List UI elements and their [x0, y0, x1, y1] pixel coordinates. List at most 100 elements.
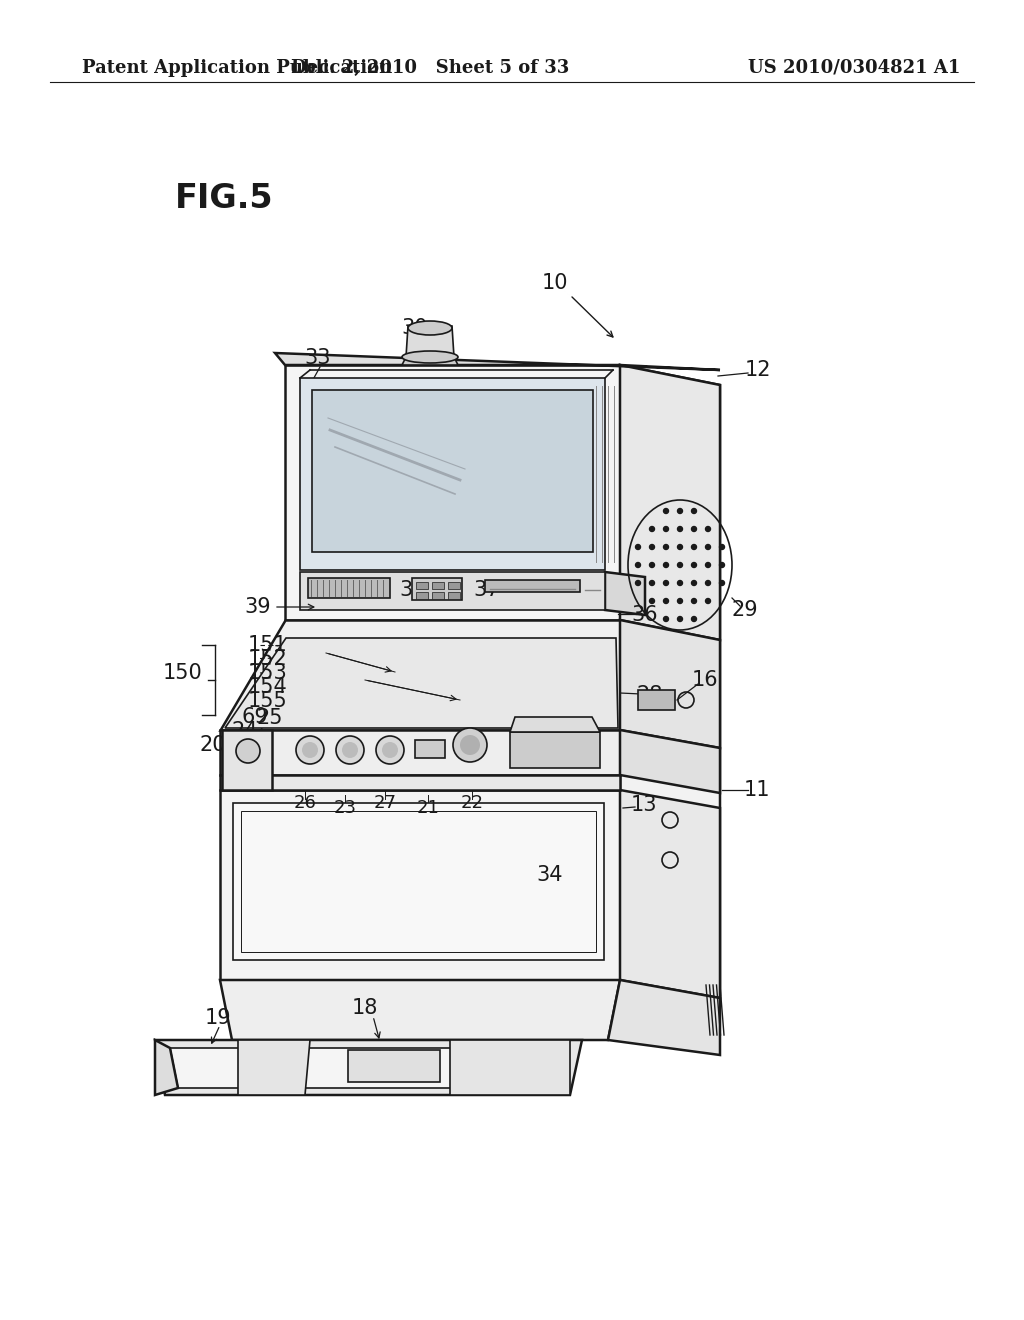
Circle shape — [706, 598, 711, 603]
Circle shape — [664, 581, 669, 586]
Polygon shape — [620, 620, 720, 748]
Ellipse shape — [408, 321, 452, 335]
Polygon shape — [485, 579, 580, 591]
Text: 36: 36 — [632, 605, 658, 624]
Circle shape — [636, 562, 640, 568]
Text: 26: 26 — [294, 795, 316, 812]
Text: 22: 22 — [461, 795, 483, 812]
Circle shape — [460, 735, 480, 755]
Text: 20: 20 — [200, 735, 226, 755]
Text: 19: 19 — [205, 1008, 231, 1028]
Circle shape — [720, 581, 725, 586]
Polygon shape — [155, 1040, 178, 1096]
Polygon shape — [638, 690, 675, 710]
Polygon shape — [220, 979, 620, 1040]
Polygon shape — [432, 591, 444, 599]
Circle shape — [678, 508, 683, 513]
Circle shape — [706, 527, 711, 532]
Text: 18: 18 — [352, 998, 378, 1018]
Ellipse shape — [402, 351, 458, 363]
Polygon shape — [416, 591, 428, 599]
Text: 11: 11 — [743, 780, 770, 800]
Polygon shape — [449, 582, 460, 589]
Circle shape — [296, 737, 324, 764]
Text: 25: 25 — [257, 708, 284, 729]
Text: 69: 69 — [242, 708, 268, 727]
Circle shape — [649, 581, 654, 586]
Text: 153: 153 — [248, 663, 288, 682]
Polygon shape — [222, 730, 272, 789]
Polygon shape — [608, 979, 720, 1055]
Text: US 2010/0304821 A1: US 2010/0304821 A1 — [748, 59, 961, 77]
Polygon shape — [406, 326, 454, 356]
Text: 155: 155 — [248, 690, 288, 711]
Polygon shape — [605, 572, 645, 615]
Polygon shape — [220, 730, 620, 775]
Circle shape — [649, 527, 654, 532]
Text: 16: 16 — [691, 671, 718, 690]
Polygon shape — [312, 389, 593, 552]
Polygon shape — [450, 1040, 570, 1096]
Circle shape — [678, 544, 683, 549]
Polygon shape — [620, 730, 720, 793]
Circle shape — [706, 562, 711, 568]
Circle shape — [720, 562, 725, 568]
Text: 35: 35 — [336, 579, 362, 601]
Circle shape — [649, 598, 654, 603]
Circle shape — [678, 527, 683, 532]
Polygon shape — [220, 789, 620, 979]
Text: 21: 21 — [417, 799, 439, 817]
Polygon shape — [510, 733, 600, 768]
Text: 150: 150 — [163, 663, 203, 682]
Circle shape — [453, 729, 487, 762]
Circle shape — [664, 544, 669, 549]
Text: 38: 38 — [399, 579, 426, 601]
Text: Patent Application Publication: Patent Application Publication — [82, 59, 392, 77]
Text: FIG.5: FIG.5 — [175, 181, 273, 214]
Circle shape — [678, 616, 683, 622]
Circle shape — [678, 598, 683, 603]
Circle shape — [382, 742, 398, 758]
Circle shape — [691, 527, 696, 532]
Polygon shape — [308, 578, 390, 598]
Polygon shape — [432, 582, 444, 589]
Circle shape — [636, 581, 640, 586]
Text: 27: 27 — [374, 795, 396, 812]
Polygon shape — [233, 803, 604, 960]
Circle shape — [664, 616, 669, 622]
Circle shape — [336, 737, 364, 764]
Text: 23: 23 — [334, 799, 356, 817]
Polygon shape — [449, 591, 460, 599]
Text: 10: 10 — [542, 273, 568, 293]
Text: 24: 24 — [231, 721, 258, 741]
Circle shape — [649, 544, 654, 549]
Polygon shape — [225, 638, 618, 729]
Polygon shape — [416, 582, 428, 589]
Polygon shape — [620, 789, 720, 998]
Polygon shape — [285, 366, 620, 620]
Text: 12: 12 — [744, 360, 771, 380]
Polygon shape — [620, 366, 720, 995]
Circle shape — [664, 598, 669, 603]
Circle shape — [691, 544, 696, 549]
Text: 154: 154 — [248, 677, 288, 697]
Polygon shape — [510, 717, 600, 733]
Circle shape — [236, 739, 260, 763]
Polygon shape — [402, 356, 458, 366]
Polygon shape — [238, 1040, 310, 1096]
Polygon shape — [300, 378, 605, 570]
Circle shape — [636, 544, 640, 549]
Text: 29: 29 — [732, 601, 759, 620]
Circle shape — [376, 737, 404, 764]
Polygon shape — [300, 572, 605, 610]
Circle shape — [691, 616, 696, 622]
Polygon shape — [155, 1040, 582, 1096]
Text: 151: 151 — [248, 635, 288, 655]
Circle shape — [664, 508, 669, 513]
Circle shape — [649, 562, 654, 568]
Circle shape — [678, 581, 683, 586]
Circle shape — [664, 527, 669, 532]
Text: Dec. 2, 2010   Sheet 5 of 33: Dec. 2, 2010 Sheet 5 of 33 — [291, 59, 569, 77]
Polygon shape — [412, 578, 462, 601]
Text: 152: 152 — [248, 649, 288, 669]
